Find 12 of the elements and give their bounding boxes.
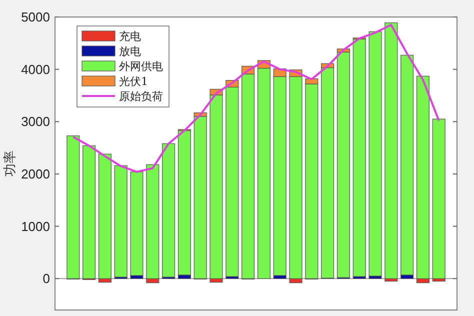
y-tick-label: 1000 [21, 218, 50, 234]
legend-label: 原始负荷 [119, 90, 163, 103]
y-tick-label: 3000 [21, 114, 50, 130]
legend-label: 放电 [119, 45, 141, 58]
legend-label: 充电 [119, 30, 141, 43]
legend-label: 光伏1 [119, 75, 148, 88]
y-tick-label: 2000 [21, 166, 50, 182]
y-axis-title: 功率 [2, 150, 18, 176]
y-tick-label: 4000 [21, 62, 50, 77]
y-tick-label: 5000 [21, 10, 50, 25]
y-tick-label: 0 [42, 271, 50, 286]
legend-label: 外网供电 [119, 60, 163, 73]
